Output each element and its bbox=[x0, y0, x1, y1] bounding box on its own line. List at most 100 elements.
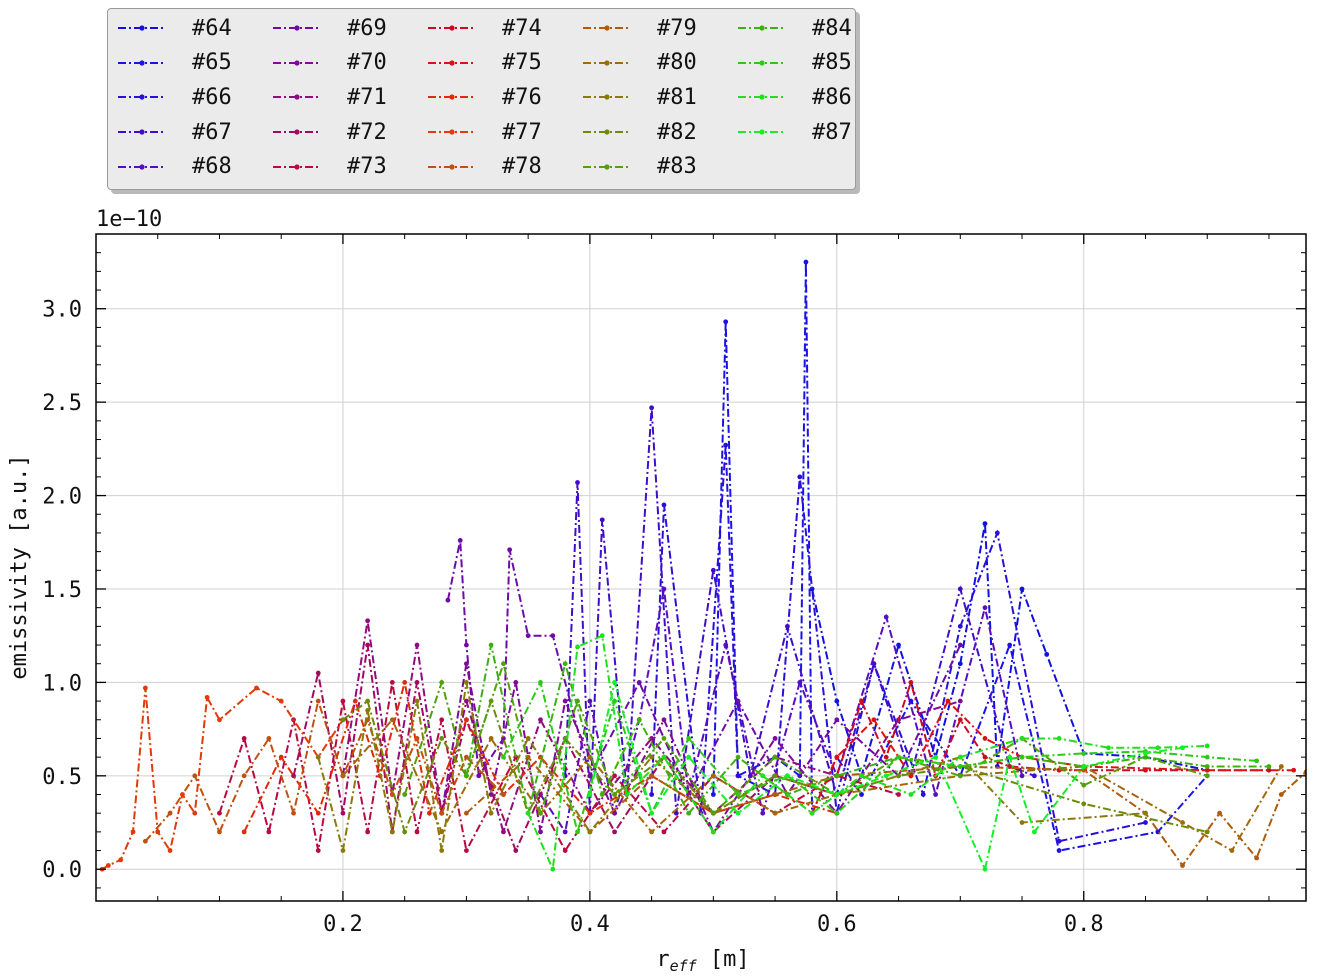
series-78 bbox=[142, 697, 506, 844]
data-point bbox=[612, 829, 617, 835]
data-point bbox=[1278, 792, 1284, 797]
data-point bbox=[636, 680, 642, 685]
y-tick-label: 0.5 bbox=[42, 765, 82, 790]
data-point bbox=[217, 829, 222, 835]
plot-frame bbox=[95, 233, 1307, 902]
data-point bbox=[439, 810, 445, 816]
series-line bbox=[712, 261, 1208, 852]
legend-swatch bbox=[738, 94, 786, 100]
legend-label: #65 bbox=[192, 50, 232, 76]
legend-item: #72 bbox=[271, 119, 387, 145]
data-point bbox=[834, 810, 840, 816]
data-point bbox=[649, 773, 655, 779]
data-point bbox=[525, 633, 531, 639]
data-point bbox=[649, 792, 655, 797]
legend-label: #87 bbox=[812, 119, 852, 145]
data-point bbox=[538, 810, 543, 816]
data-point bbox=[365, 829, 371, 835]
legend-label: #78 bbox=[502, 154, 542, 180]
data-point bbox=[785, 623, 790, 629]
data-point bbox=[661, 829, 667, 835]
data-point bbox=[945, 698, 951, 704]
data-point bbox=[538, 680, 543, 685]
legend-label: #73 bbox=[347, 154, 387, 180]
data-point bbox=[464, 848, 469, 853]
data-point bbox=[859, 792, 864, 797]
legend-swatch bbox=[583, 60, 631, 66]
data-point bbox=[1204, 764, 1210, 769]
data-point bbox=[254, 685, 259, 691]
legend-label: #79 bbox=[657, 15, 697, 41]
series-line bbox=[527, 634, 1208, 874]
data-point bbox=[710, 773, 716, 779]
data-point bbox=[167, 848, 173, 853]
x-axis-label-sub: eff bbox=[670, 957, 698, 975]
data-point bbox=[661, 717, 667, 723]
data-point bbox=[414, 680, 420, 685]
data-point bbox=[315, 698, 321, 704]
legend-item: #75 bbox=[426, 50, 542, 76]
series-line bbox=[564, 407, 1035, 814]
data-point bbox=[859, 698, 864, 704]
legend-swatch bbox=[273, 164, 321, 170]
legend-label: #64 bbox=[192, 15, 232, 41]
data-point bbox=[340, 773, 346, 779]
legend-swatch bbox=[583, 129, 631, 135]
data-point bbox=[464, 773, 469, 779]
data-point bbox=[414, 642, 420, 648]
data-point bbox=[649, 829, 655, 835]
legend-swatch bbox=[428, 25, 476, 31]
data-point bbox=[661, 736, 667, 741]
data-point bbox=[291, 810, 296, 816]
data-point bbox=[167, 810, 173, 816]
legend-item: #70 bbox=[271, 50, 387, 76]
data-point bbox=[896, 773, 901, 779]
data-point bbox=[920, 792, 926, 797]
data-point bbox=[661, 502, 667, 508]
legend-label: #68 bbox=[192, 154, 232, 180]
series-74 bbox=[834, 678, 1272, 779]
data-point bbox=[1019, 736, 1025, 741]
data-point bbox=[957, 773, 963, 779]
y-tick-label: 2.0 bbox=[42, 485, 82, 510]
legend-item: #84 bbox=[736, 15, 852, 41]
data-point bbox=[1291, 767, 1297, 773]
data-point bbox=[896, 642, 901, 648]
series-75 bbox=[809, 698, 1297, 816]
data-point bbox=[389, 680, 395, 685]
data-point bbox=[982, 605, 988, 611]
legend-label: #75 bbox=[502, 50, 542, 76]
data-point bbox=[587, 698, 593, 704]
legend-item: #65 bbox=[116, 50, 232, 76]
legend-item: #87 bbox=[736, 119, 852, 145]
data-point bbox=[525, 810, 531, 816]
legend-label: #81 bbox=[657, 84, 697, 110]
legend-swatch bbox=[428, 164, 476, 170]
series-line bbox=[650, 445, 1146, 843]
data-point bbox=[513, 680, 519, 685]
data-point bbox=[649, 754, 655, 760]
legend-item: #74 bbox=[426, 15, 542, 41]
data-point bbox=[488, 642, 494, 648]
data-point bbox=[365, 708, 371, 713]
data-point bbox=[1143, 820, 1148, 825]
legend-item: #76 bbox=[426, 84, 542, 110]
data-point bbox=[1031, 773, 1037, 779]
data-point bbox=[501, 754, 506, 760]
legend-item: #86 bbox=[736, 84, 852, 110]
data-point bbox=[982, 754, 988, 760]
offset-label: 1e−10 bbox=[96, 207, 162, 232]
data-point bbox=[834, 717, 840, 723]
data-point bbox=[278, 698, 284, 704]
data-point bbox=[1106, 745, 1111, 751]
legend-swatch bbox=[583, 164, 631, 170]
data-point bbox=[599, 792, 605, 797]
data-point bbox=[723, 319, 729, 325]
data-point bbox=[834, 754, 840, 760]
data-point bbox=[241, 829, 247, 835]
data-point bbox=[649, 810, 655, 816]
data-point bbox=[723, 442, 729, 448]
y-tick-label: 0.0 bbox=[42, 858, 82, 883]
tick-labels: 0.2 0.4 0.6 0.8 0.0 0.5 1.0 1.5 2.0 2.5 3.0 bbox=[42, 298, 1103, 937]
